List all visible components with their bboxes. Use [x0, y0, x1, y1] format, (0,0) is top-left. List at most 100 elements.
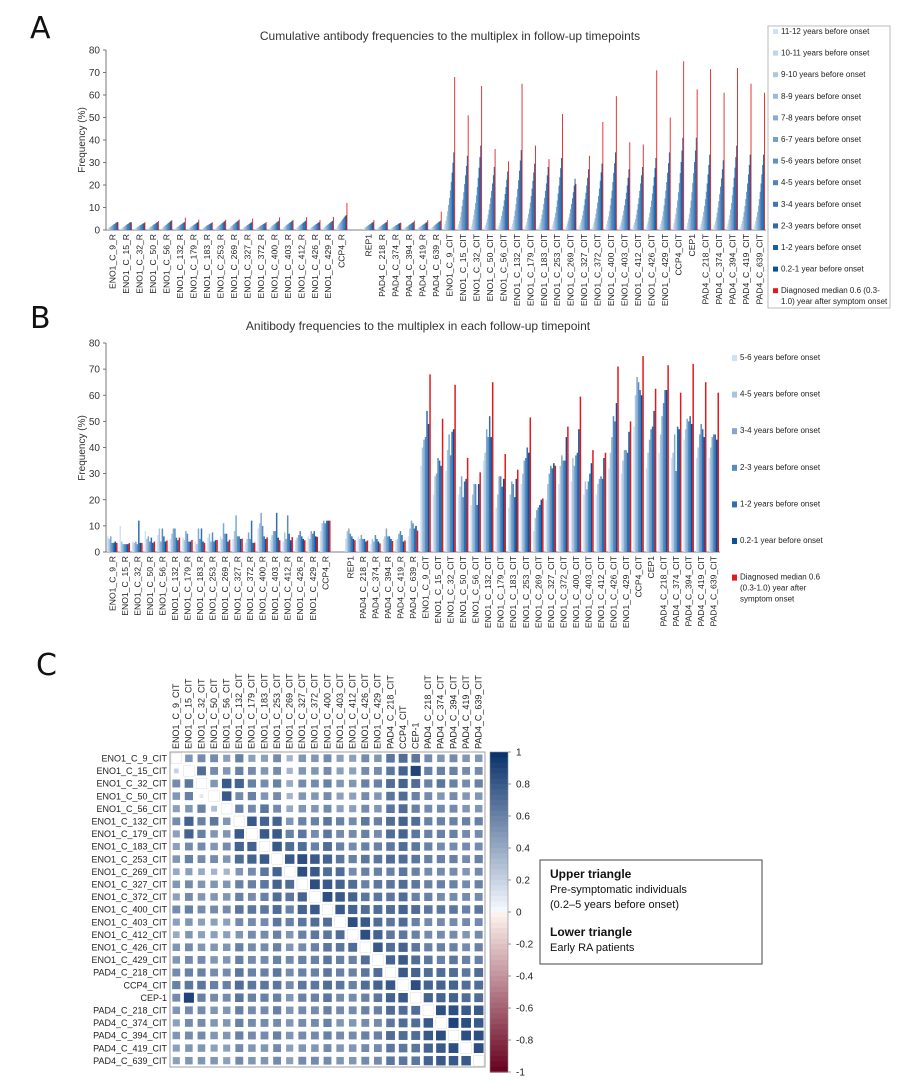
panel-b-bar	[622, 460, 624, 552]
panel-a-bar	[370, 223, 372, 230]
panel-b-bar	[146, 538, 148, 552]
panel-b-bar	[297, 535, 300, 552]
panel-b-bar	[659, 434, 662, 552]
heatmap-cell	[223, 1044, 231, 1052]
panel-a-bar	[639, 190, 641, 230]
colorbar-segment	[490, 976, 508, 982]
heatmap-cell	[323, 993, 332, 1002]
heatmap-cell	[386, 1018, 395, 1028]
heatmap-cell	[336, 805, 344, 813]
heatmap-cell	[323, 842, 332, 851]
heatmap-cell	[398, 766, 408, 776]
colorbar-segment	[490, 1008, 508, 1014]
panel-a-category-label: ENO1_C_253_R	[216, 234, 226, 299]
heatmap-cell	[260, 779, 269, 788]
panel-a-bar	[198, 219, 200, 230]
heatmap-cell	[310, 829, 319, 838]
colorbar-segment	[490, 848, 508, 854]
panel-a-bar	[436, 223, 438, 230]
panel-a-bar	[151, 225, 153, 230]
heatmap-cell	[360, 929, 371, 940]
colorbar-segment	[490, 928, 508, 934]
heatmap-cell	[311, 792, 319, 800]
panel-a-bar	[167, 223, 169, 230]
panel-b-bar	[520, 484, 523, 552]
heatmap-cell	[234, 854, 244, 864]
heatmap-cell	[411, 943, 420, 952]
heatmap-cell	[247, 880, 256, 889]
panel-a-bar	[269, 227, 271, 230]
heatmap-cell	[398, 1005, 408, 1015]
colorbar-tick-label: 1	[516, 748, 522, 759]
panel-b-bar	[225, 533, 228, 552]
panel-b-bar	[429, 374, 431, 552]
heatmap-cell	[436, 955, 445, 964]
heatmap-cell	[221, 791, 232, 801]
heatmap-cell	[473, 1018, 484, 1028]
panel-a-category-label: ENO1_C_269_CIT	[566, 233, 576, 306]
panel-a-bar	[611, 190, 613, 231]
heatmap-cell	[323, 817, 332, 826]
heatmap-cell	[474, 842, 483, 851]
panel-a-bar	[270, 227, 272, 230]
heatmap-cell	[248, 1056, 256, 1065]
panel-a-bar	[707, 174, 709, 230]
panel-a-bar	[635, 214, 637, 230]
panel-a-bar	[678, 183, 680, 230]
heatmap-cell	[448, 1055, 459, 1066]
panel-a-bar	[203, 227, 205, 230]
panel-b-bar	[473, 484, 475, 552]
panel-b-category-label: ENO1_C_56_R	[157, 556, 167, 616]
panel-a-bar	[581, 215, 583, 231]
panel-b-category-label: ENO1_C_372_R	[245, 556, 255, 621]
panel-a-bar	[189, 227, 191, 230]
panel-a-bar	[502, 206, 504, 230]
heatmap-cell	[272, 879, 282, 889]
panel-a-bar	[708, 164, 710, 230]
legend-b-label: 5-6 years before onset	[740, 353, 821, 362]
panel-a-title: Cumulative antibody frequencies to the m…	[260, 29, 640, 43]
heatmap-cell	[172, 1044, 180, 1052]
panel-a-bar	[180, 224, 182, 231]
panel-b-bar	[507, 507, 510, 552]
heatmap-cell	[235, 1031, 244, 1040]
legend-a-label: Diagnosed median 0.6 (0.3-	[781, 286, 880, 295]
heatmap-cell	[285, 1006, 294, 1015]
heatmap-cell	[374, 804, 382, 813]
heatmap-cell	[449, 880, 458, 889]
panel-b-bar	[423, 439, 425, 552]
heatmap-cell	[298, 955, 307, 964]
colorbar-segment	[490, 1034, 508, 1041]
panel-a-bar	[413, 220, 415, 230]
heatmap-cell	[348, 879, 358, 889]
heatmap-cell	[298, 829, 307, 839]
heatmap-cell	[398, 1018, 408, 1028]
heatmap-cell	[336, 1044, 344, 1052]
panel-b-bar	[370, 544, 372, 552]
heatmap-cell	[386, 867, 395, 876]
panel-b-bar	[564, 460, 566, 552]
heatmap-cell	[222, 943, 231, 952]
panel-a-bar	[560, 168, 562, 231]
panel-a-bar	[568, 217, 570, 231]
panel-a-bar	[427, 220, 429, 230]
heatmap-cell	[172, 893, 180, 901]
heatmap-cell	[272, 816, 282, 826]
panel-a-bar	[553, 221, 555, 230]
panel-a-bar	[471, 223, 473, 230]
panel-a-bar	[669, 117, 671, 230]
panel-a-bar	[624, 205, 626, 230]
heatmap-cell	[474, 854, 483, 864]
heatmap-cell	[386, 880, 395, 889]
panel-b-bar	[603, 457, 605, 552]
panel-a-bar	[699, 226, 701, 231]
panel-b-bar	[316, 536, 319, 552]
panel-a-bar	[748, 164, 750, 230]
panel-c-correlation-heatmap: ENO1_C_9_CITENO1_C_15_CITENO1_C_32_CITEN…	[91, 673, 486, 1068]
heatmap-cell	[247, 1006, 256, 1015]
panel-a-bar	[598, 196, 599, 230]
heatmap-cell	[310, 993, 319, 1002]
panel-a-bar	[705, 191, 707, 230]
panel-a-bar	[107, 228, 109, 230]
panel-a-bar	[598, 188, 600, 230]
